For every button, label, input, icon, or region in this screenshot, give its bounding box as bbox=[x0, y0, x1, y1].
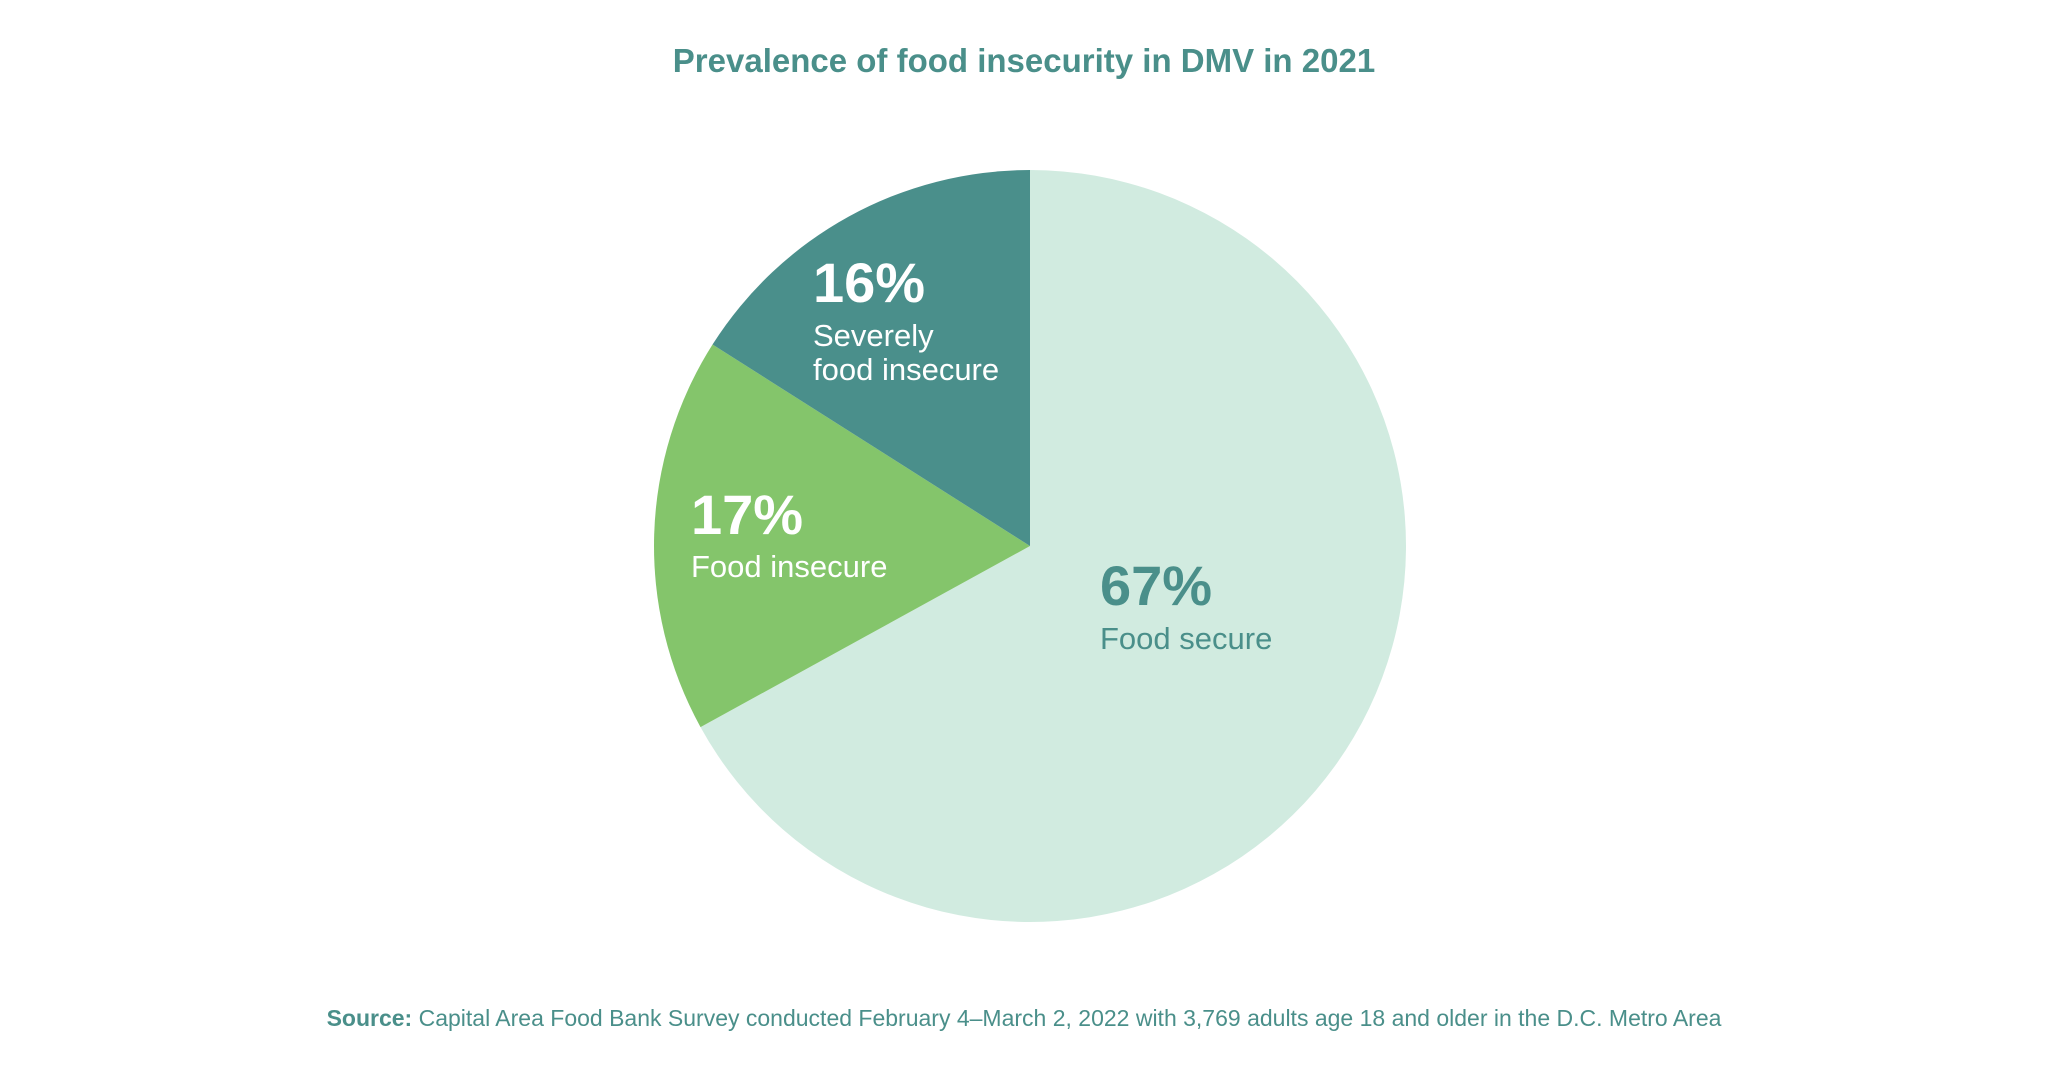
source-prefix: Source: bbox=[326, 1005, 413, 1031]
source-text: Capital Area Food Bank Survey conducted … bbox=[418, 1005, 1722, 1031]
value-label-food-secure: 67% bbox=[1100, 554, 1212, 617]
category-label-food-secure: Food secure bbox=[1100, 621, 1272, 656]
value-label-severely-food-insecure: 16% bbox=[813, 251, 925, 314]
category-label-severely-food-insecure-line1: Severely bbox=[813, 318, 934, 353]
slice-food-secure bbox=[700, 170, 1407, 922]
chart-title: Prevalence of food insecurity in DMV in … bbox=[672, 42, 1376, 79]
category-label-severely-food-insecure-line2: food insecure bbox=[813, 352, 999, 387]
slice-food-insecure bbox=[653, 344, 1030, 728]
source-note: Source: Capital Area Food Bank Survey co… bbox=[0, 1005, 2048, 1032]
slice-severely-food-insecure bbox=[712, 170, 1030, 546]
category-label-food-insecure: Food insecure bbox=[691, 549, 887, 584]
value-label-food-insecure: 17% bbox=[691, 483, 803, 546]
